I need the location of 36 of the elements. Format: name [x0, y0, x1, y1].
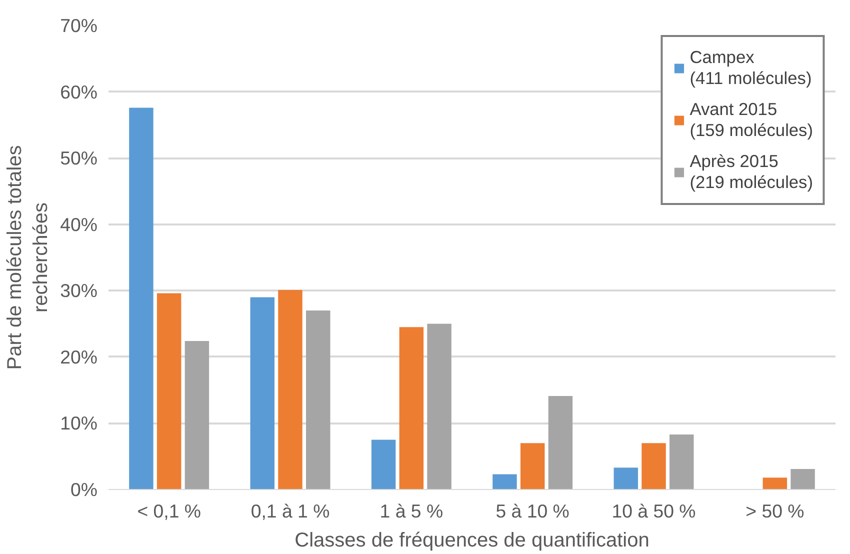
x-axis-title: Classes de fréquences de quantification [294, 530, 650, 552]
x-tick-label: 1 à 5 % [380, 500, 444, 522]
bar [642, 443, 666, 490]
x-tick-label: 10 à 50 % [612, 500, 696, 522]
bar [250, 297, 274, 490]
legend-label: Campex (411 molécules) [690, 47, 812, 89]
bar [492, 474, 517, 490]
x-tick-label: > 50 % [746, 500, 804, 522]
bar [427, 324, 452, 490]
bar [371, 440, 396, 490]
bar [670, 434, 694, 490]
x-tick-label: 5 à 10 % [496, 500, 570, 522]
y-axis-title: Part de molécules totales recherchées [4, 145, 52, 370]
y-tick-label: 10% [60, 412, 98, 434]
bar [129, 108, 154, 490]
bar [156, 293, 182, 490]
bar [184, 341, 210, 490]
legend-label: Après 2015 (219 molécules) [690, 151, 813, 193]
y-tick-label: 60% [60, 81, 98, 102]
y-tick-label: 20% [60, 346, 98, 368]
y-tick-label: 70% [60, 15, 98, 36]
bar [762, 478, 788, 490]
bar [790, 468, 815, 490]
bar [399, 327, 424, 490]
bar [614, 468, 638, 490]
y-tick-label: 40% [60, 214, 98, 235]
x-tick-label: 0,1 à 1 % [250, 500, 330, 522]
y-tick-label: 50% [60, 148, 98, 169]
bar [548, 396, 573, 490]
y-tick-label: 30% [60, 280, 98, 302]
x-tick-label: < 0,1 % [137, 500, 201, 522]
bar [278, 290, 302, 490]
bar [306, 310, 330, 490]
legend-label: Avant 2015 (159 molécules) [690, 99, 813, 141]
y-tick-label: 0% [70, 479, 98, 500]
bar [520, 443, 545, 490]
